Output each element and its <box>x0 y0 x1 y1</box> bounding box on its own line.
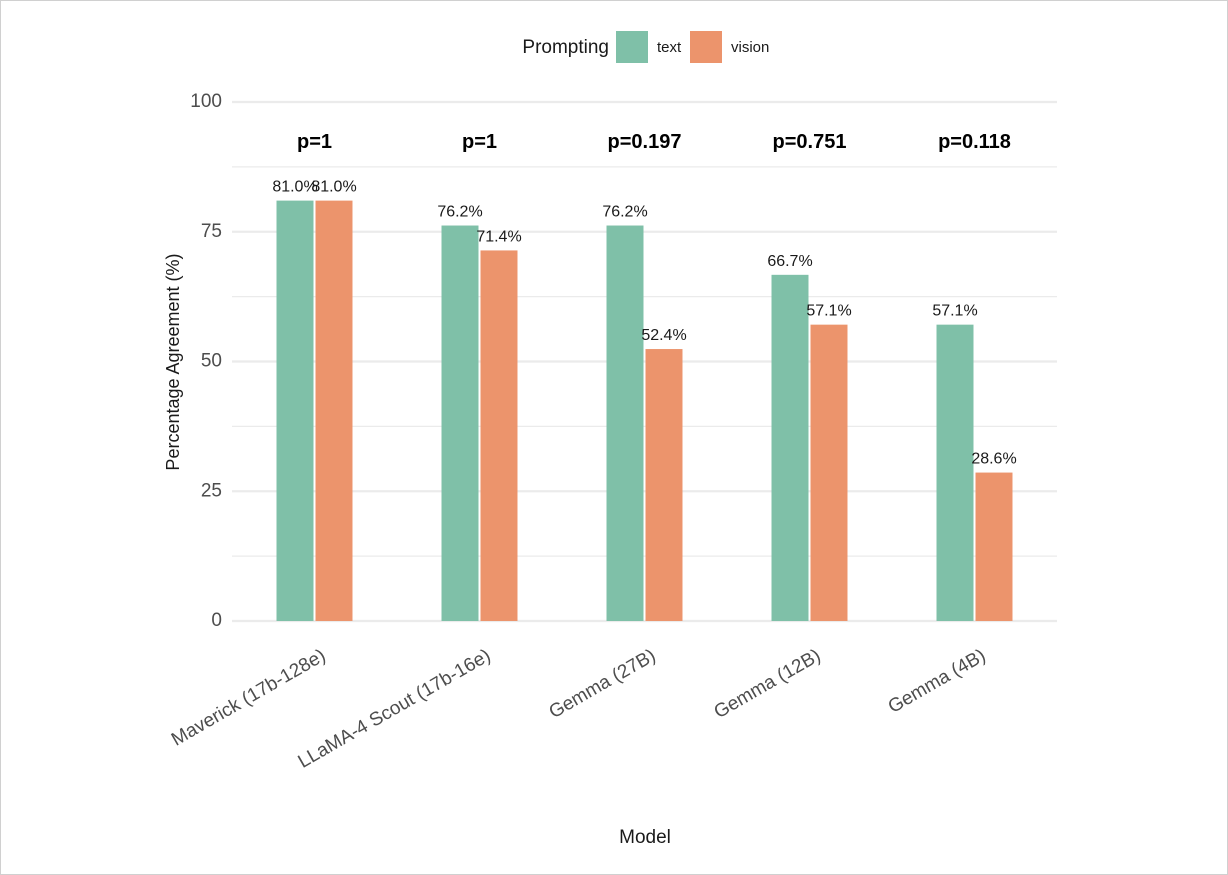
legend: Prompting text vision <box>522 31 769 63</box>
p-value-label: p=0.751 <box>773 131 847 153</box>
bar-value-label: 81.0% <box>311 179 356 196</box>
y-tick-label: 100 <box>190 91 222 112</box>
y-axis-title: Percentage Agreement (%) <box>163 253 183 470</box>
bar-value-label: 76.2% <box>602 204 647 221</box>
y-tick-label: 0 <box>211 610 222 631</box>
bar-text <box>936 324 974 621</box>
bar-text <box>771 274 809 621</box>
y-axis-ticks: 0 25 50 75 100 <box>190 91 222 631</box>
bar-value-label: 28.6% <box>971 451 1016 468</box>
bar-vision <box>645 349 683 621</box>
bar-vision <box>810 324 848 621</box>
legend-label-vision: vision <box>731 39 769 56</box>
x-tick-label: Gemma (4B) <box>885 645 990 718</box>
bar-text <box>441 225 479 621</box>
bar-vision <box>480 250 518 621</box>
legend-label-text: text <box>657 39 682 56</box>
y-tick-label: 25 <box>201 480 222 501</box>
x-tick-label: Maverick (17b-128e) <box>168 645 329 750</box>
bar-labels: 81.0%81.0% 76.2% 71.4% 76.2% 52.4% 66.7% 57.1%… <box>272 179 1016 468</box>
x-tick-label: Gemma (12B) <box>711 645 825 723</box>
bar-value-label: 52.4% <box>641 327 686 344</box>
bar-value-label: 57.1% <box>932 303 977 320</box>
bar-vision <box>315 200 353 622</box>
x-axis-ticks: Maverick (17b-128e)LLaMA-4 Scout (17b-16… <box>168 645 989 772</box>
gridlines <box>232 100 1057 623</box>
bars <box>276 200 1013 622</box>
bar-vision <box>975 472 1013 621</box>
p-value-label: p=0.197 <box>608 131 682 153</box>
bar-value-label: 76.2% <box>437 204 482 221</box>
x-tick-label: Gemma (27B) <box>546 645 660 723</box>
bar-value-label: 81.0% <box>272 179 317 196</box>
p-value-label: p=1 <box>297 131 332 153</box>
x-axis-title: Model <box>619 827 671 848</box>
legend-swatch-text <box>616 31 648 63</box>
legend-swatch-vision <box>690 31 722 63</box>
bar-value-label: 71.4% <box>476 228 521 245</box>
bar-text <box>606 225 644 621</box>
p-value-label: p=0.118 <box>938 131 1011 153</box>
y-tick-label: 75 <box>201 221 222 242</box>
bar-text <box>276 200 314 622</box>
y-tick-label: 50 <box>201 351 222 372</box>
bar-value-label: 66.7% <box>767 253 812 270</box>
p-value-label: p=1 <box>462 131 497 153</box>
legend-title: Prompting <box>522 37 609 58</box>
p-value-annotations: p=1 p=1 p=0.197 p=0.751 p=0.118 <box>297 131 1011 153</box>
bar-value-label: 57.1% <box>806 303 851 320</box>
